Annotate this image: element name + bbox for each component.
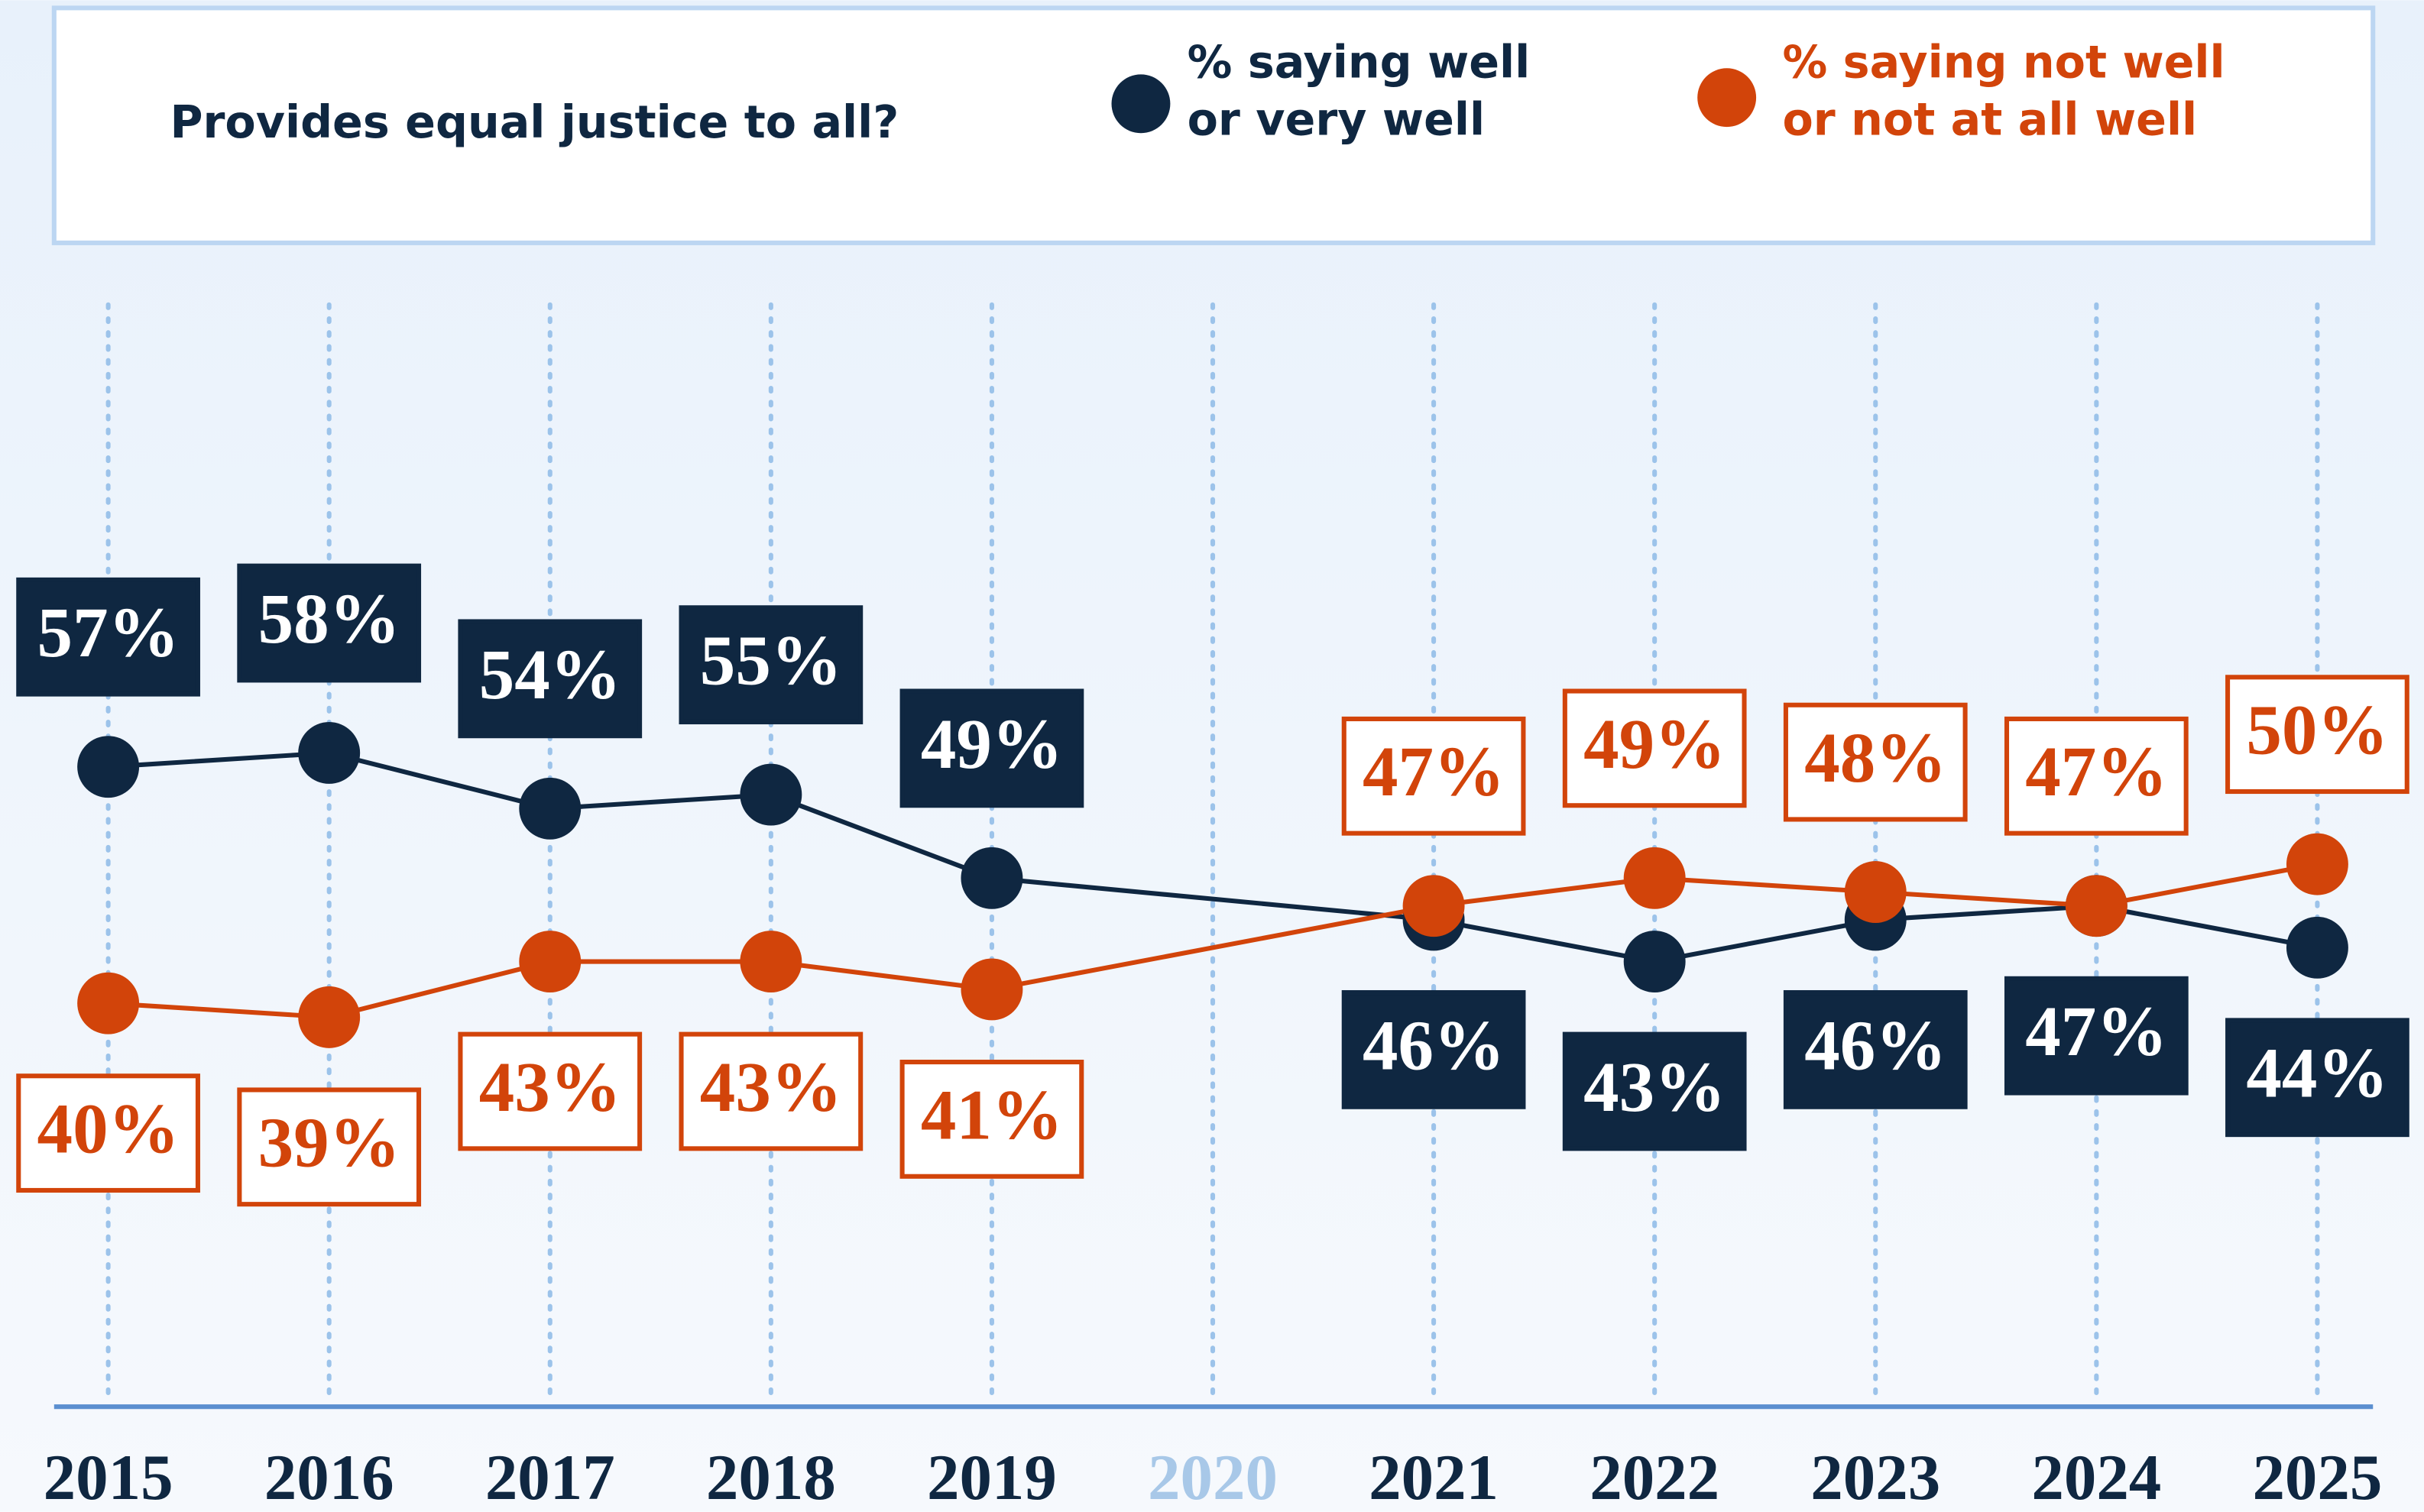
x-tick-label: 2019 [927,1442,1057,1512]
series-line [108,862,2318,1020]
value-label: 43% [479,1048,621,1127]
value-label: 44% [2246,1034,2388,1113]
point [298,986,361,1048]
value-label-box [1562,688,1747,808]
value-label: 49% [1583,705,1726,784]
x-tick-label: 2025 [2252,1442,2382,1512]
point [519,931,582,993]
point [961,958,1023,1021]
value-label-box [1783,989,1968,1109]
value-label-box [237,1087,422,1207]
point [2286,916,2348,979]
value-label-box [2004,976,2189,1096]
value-label: 47% [2025,992,2167,1071]
legend-label: % saying not well or not at all well [1782,35,2225,146]
x-tick-label: 2021 [1369,1442,1499,1512]
x-tick-label: 2024 [2031,1442,2161,1512]
point [77,972,140,1034]
value-label-box [1783,702,1968,822]
value-label: 57% [37,594,180,672]
value-label-box [2225,1018,2409,1138]
value-label: 39% [258,1104,400,1183]
value-label-box [2225,675,2409,795]
point [2286,833,2348,895]
value-label-box [1562,1031,1747,1151]
legend-label: % saying well or very well [1187,35,1531,146]
value-label-box [458,1031,643,1151]
series-line [108,750,2318,964]
value-label-box [16,1073,200,1193]
point [1402,875,1465,937]
value-label: 50% [2246,691,2388,770]
value-label-box [899,688,1084,808]
chart-title: Provides equal justice to all? [170,96,899,148]
value-label-box [2004,716,2189,836]
point [961,847,1023,909]
value-label: 55% [700,622,842,701]
value-label: 47% [1363,733,1505,811]
value-label-box [1341,989,1526,1109]
x-tick-label: 2020 [1148,1442,1278,1512]
point [740,931,802,993]
value-label: 49% [921,705,1063,784]
value-label: 47% [2025,733,2167,811]
point [77,736,140,798]
x-tick-label: 2023 [1810,1442,1940,1512]
point [1623,931,1686,993]
value-label: 58% [258,580,400,659]
value-label: 41% [921,1076,1063,1154]
x-tick-label: 2022 [1590,1442,1719,1512]
value-label: 46% [1804,1006,1946,1085]
legend-marker [1111,74,1171,134]
legend-marker [1697,68,1757,128]
value-label: 43% [700,1048,842,1127]
point [1623,847,1686,909]
value-label: 54% [479,636,621,714]
value-label: 48% [1804,719,1946,798]
value-label: 43% [1583,1048,1726,1127]
point [519,777,582,840]
value-label: 46% [1363,1006,1505,1085]
x-tick-label: 2018 [706,1442,836,1512]
legend-entry: % saying not well or not at all well [1782,35,2225,146]
legend-box [51,5,2376,245]
value-label-box [679,1031,864,1151]
point [740,763,802,826]
value-label-box [16,577,200,697]
value-label: 40% [37,1090,180,1169]
x-tick-label: 2015 [44,1442,173,1512]
point [2065,875,2127,937]
value-label-box [237,563,422,683]
value-label-box [899,1060,1084,1179]
value-label-box [679,605,864,725]
x-tick-label: 2016 [264,1442,394,1512]
x-tick-label: 2017 [485,1442,615,1512]
value-label-box [1341,716,1526,836]
point [298,721,361,784]
point [1844,861,1907,923]
value-label-box [458,619,643,739]
legend-entry: % saying well or very well [1187,35,1531,146]
